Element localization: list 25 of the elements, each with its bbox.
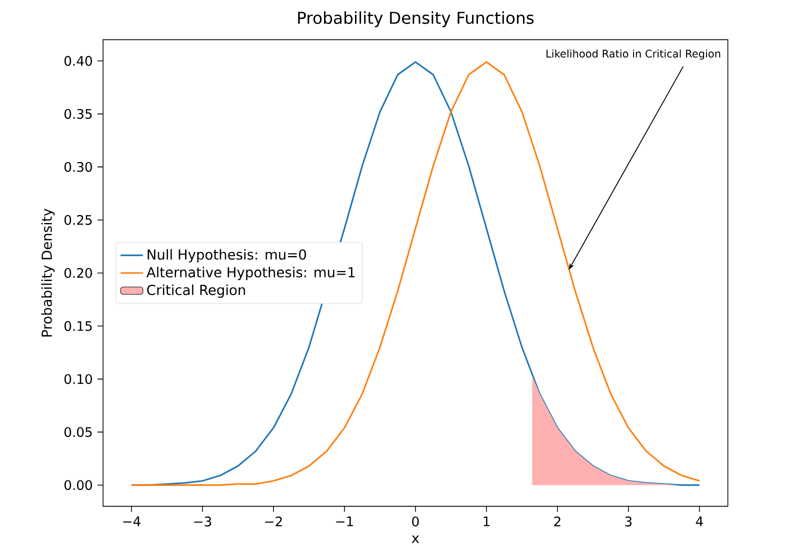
- legend-label: Null Hypothesis: mu=0: [148, 249, 306, 262]
- x-tick-label: 3: [625, 516, 632, 526]
- y-tick-label: 0.05: [64, 427, 92, 437]
- legend-label: Alternative Hypothesis: mu=1: [146, 266, 355, 280]
- x-tick-label: 4: [696, 516, 703, 526]
- y-tick-label: 0.25: [64, 214, 92, 225]
- x-tick-label: 0: [412, 516, 419, 526]
- y-axis-title: Probability Density: [41, 208, 55, 336]
- y-tick-label: 0.40: [64, 56, 92, 66]
- x-tick-label: −2: [265, 516, 282, 526]
- y-tick-label: 0.15: [64, 320, 92, 331]
- y-tick-label: 0.35: [64, 108, 92, 119]
- x-axis-title: x: [412, 535, 420, 543]
- chart-title: Probability Density Functions: [298, 11, 534, 28]
- x-tick-label: −1: [336, 516, 353, 526]
- x-tick-label: 1: [484, 516, 490, 526]
- x-tick-label: 2: [554, 516, 560, 526]
- y-tick-label: 0.10: [64, 374, 92, 384]
- x-tick-label: −3: [194, 516, 212, 526]
- y-tick-label: 0.20: [64, 268, 92, 278]
- annotation: Likelihood Ratio in Critical Region: [546, 49, 720, 60]
- legend-label: Critical Region: [147, 284, 245, 298]
- x-tick-label: −4: [123, 516, 140, 526]
- y-tick-label: 0.00: [64, 480, 92, 490]
- y-tick-label: 0.30: [64, 162, 92, 172]
